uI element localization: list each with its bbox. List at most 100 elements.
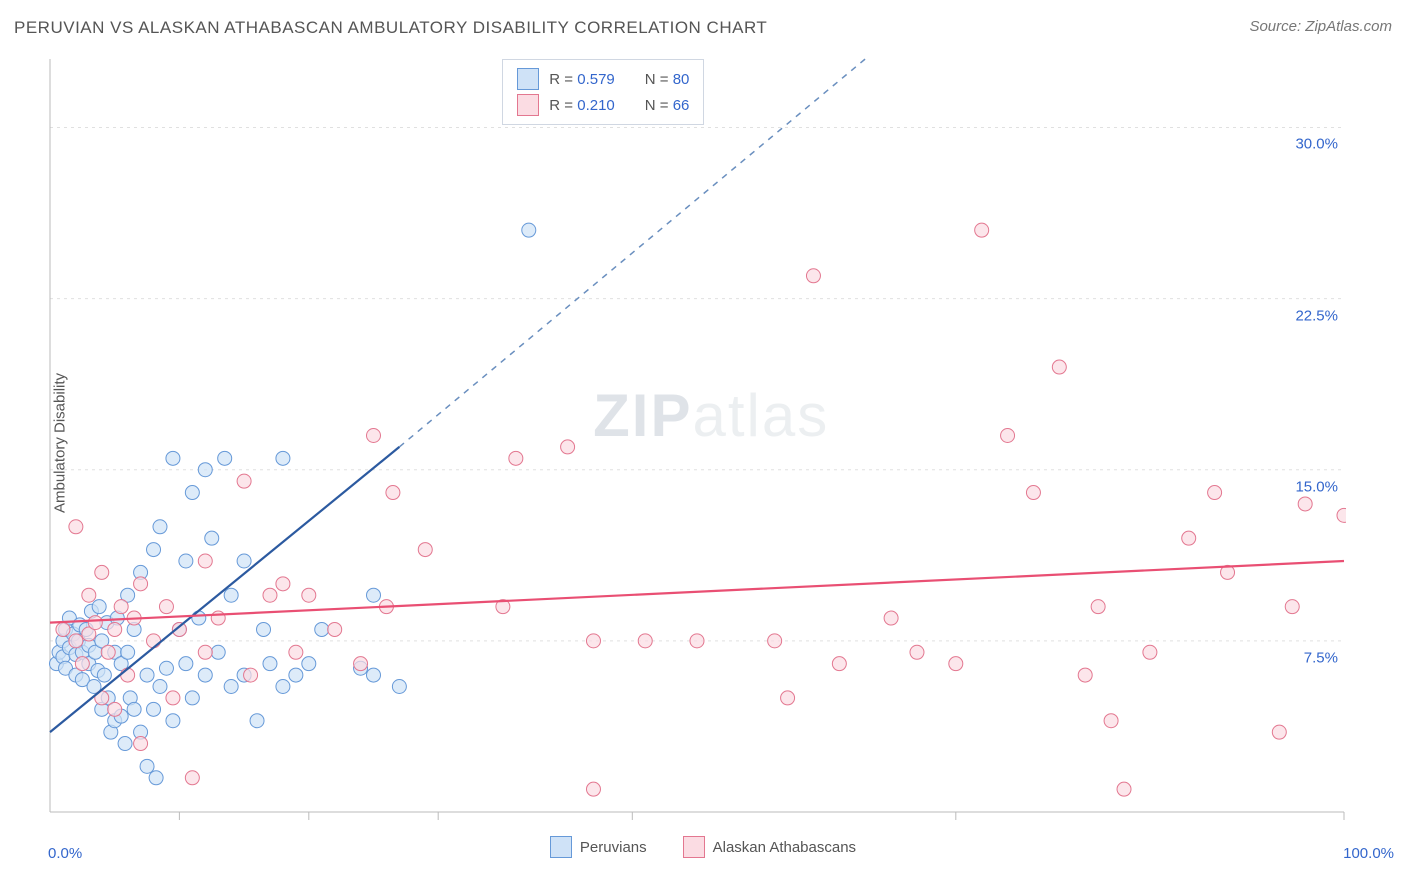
data-point: [69, 520, 83, 534]
data-point: [302, 657, 316, 671]
data-point: [276, 451, 290, 465]
stats-row: R = 0.579N = 80: [517, 66, 689, 92]
data-point: [832, 657, 846, 671]
plot-area: Ambulatory Disability ZIPatlas R = 0.579…: [48, 55, 1346, 830]
data-point: [586, 634, 600, 648]
data-point: [118, 737, 132, 751]
data-point: [205, 531, 219, 545]
stats-row: R = 0.210N = 66: [517, 92, 689, 118]
data-point: [140, 668, 154, 682]
data-point: [198, 668, 212, 682]
data-point: [289, 645, 303, 659]
scatter-plot: [48, 55, 1346, 830]
data-point: [276, 577, 290, 591]
data-point: [975, 223, 989, 237]
data-point: [108, 622, 122, 636]
data-point: [185, 486, 199, 500]
data-point: [134, 737, 148, 751]
data-point: [302, 588, 316, 602]
y-tick-label: 30.0%: [1295, 136, 1338, 153]
data-point: [386, 486, 400, 500]
data-point: [121, 645, 135, 659]
data-point: [75, 657, 89, 671]
data-point: [263, 657, 277, 671]
data-point: [224, 680, 238, 694]
data-point: [561, 440, 575, 454]
data-point: [95, 565, 109, 579]
data-point: [147, 702, 161, 716]
data-point: [198, 645, 212, 659]
data-point: [218, 451, 232, 465]
data-point: [1091, 600, 1105, 614]
data-point: [367, 668, 381, 682]
data-point: [140, 759, 154, 773]
data-point: [211, 611, 225, 625]
data-point: [211, 645, 225, 659]
data-point: [237, 554, 251, 568]
data-point: [367, 429, 381, 443]
data-point: [237, 474, 251, 488]
data-point: [354, 657, 368, 671]
data-point: [166, 714, 180, 728]
data-point: [134, 577, 148, 591]
data-point: [69, 634, 83, 648]
data-point: [392, 680, 406, 694]
data-point: [166, 451, 180, 465]
data-point: [159, 661, 173, 675]
data-point: [1104, 714, 1118, 728]
data-point: [276, 680, 290, 694]
data-point: [159, 600, 173, 614]
data-point: [1182, 531, 1196, 545]
data-point: [1208, 486, 1222, 500]
legend-swatch: [517, 94, 539, 116]
data-point: [250, 714, 264, 728]
y-tick-label: 22.5%: [1295, 307, 1338, 324]
legend-item: Alaskan Athabascans: [683, 836, 856, 858]
y-axis-label: Ambulatory Disability: [52, 372, 69, 512]
data-point: [1272, 725, 1286, 739]
chart-source: Source: ZipAtlas.com: [1249, 18, 1392, 35]
data-point: [263, 588, 277, 602]
series-legend: Peruvians Alaskan Athabascans: [0, 836, 1406, 862]
data-point: [638, 634, 652, 648]
data-point: [88, 616, 102, 630]
data-point: [97, 668, 111, 682]
data-point: [1078, 668, 1092, 682]
data-point: [56, 622, 70, 636]
data-point: [198, 554, 212, 568]
data-point: [153, 680, 167, 694]
regression-line: [50, 561, 1344, 623]
data-point: [257, 622, 271, 636]
data-point: [1117, 782, 1131, 796]
data-point: [806, 269, 820, 283]
data-point: [108, 702, 122, 716]
legend-swatch: [517, 68, 539, 90]
data-point: [1026, 486, 1040, 500]
data-point: [92, 600, 106, 614]
data-point: [586, 782, 600, 796]
data-point: [418, 543, 432, 557]
legend-item: Peruvians: [550, 836, 647, 858]
data-point: [166, 691, 180, 705]
data-point: [289, 668, 303, 682]
data-point: [781, 691, 795, 705]
data-point: [121, 668, 135, 682]
data-point: [690, 634, 704, 648]
chart-title: PERUVIAN VS ALASKAN ATHABASCAN AMBULATOR…: [14, 18, 767, 38]
data-point: [127, 702, 141, 716]
data-point: [114, 600, 128, 614]
data-point: [179, 554, 193, 568]
data-point: [224, 588, 238, 602]
data-point: [884, 611, 898, 625]
data-point: [949, 657, 963, 671]
data-point: [185, 771, 199, 785]
y-tick-label: 15.0%: [1295, 478, 1338, 495]
data-point: [147, 543, 161, 557]
data-point: [179, 657, 193, 671]
data-point: [910, 645, 924, 659]
data-point: [82, 588, 96, 602]
stats-legend: R = 0.579N = 80R = 0.210N = 66: [502, 59, 704, 125]
data-point: [1052, 360, 1066, 374]
data-point: [509, 451, 523, 465]
data-point: [1001, 429, 1015, 443]
